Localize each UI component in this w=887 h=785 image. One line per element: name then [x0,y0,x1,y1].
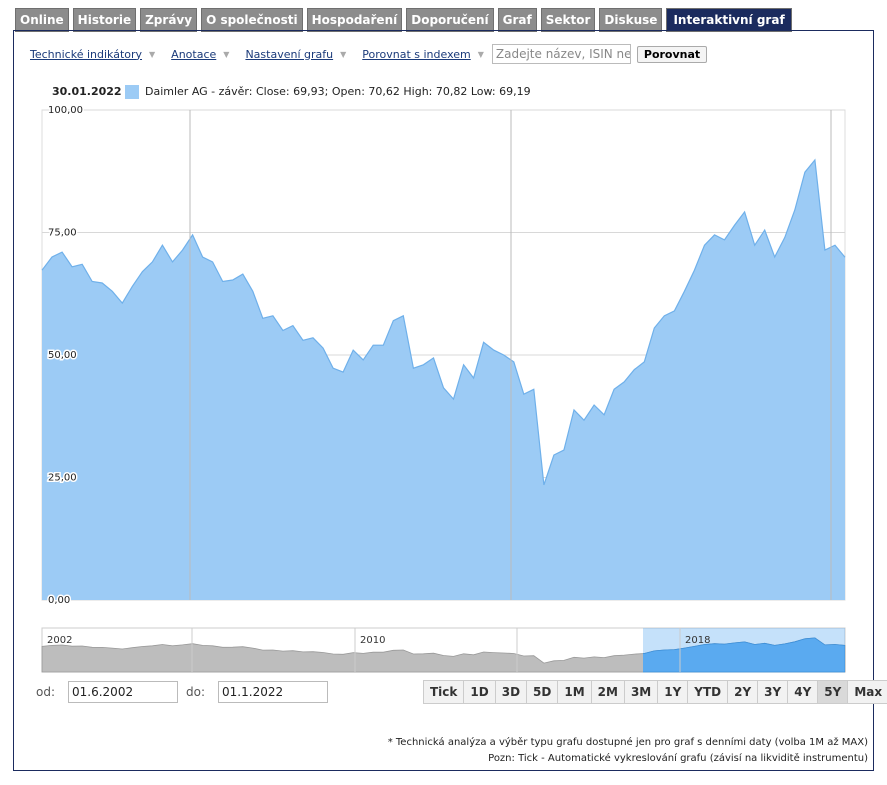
range-button[interactable]: Tick [423,680,465,704]
panel [13,30,874,771]
range-button[interactable]: 5Y [817,680,849,704]
note: * Technická analýza a výběr typu grafu d… [387,737,868,748]
nav-year: 2002 [47,635,72,646]
range-button[interactable]: YTD [687,680,729,704]
nav-year: 2018 [685,635,710,646]
range-button[interactable]: 3Y [757,680,789,704]
nav-year: 2010 [360,635,385,646]
note: Pozn: Tick - Automatické vykreslování gr… [488,753,868,764]
range-button[interactable]: 1M [557,680,592,704]
range-button[interactable]: 2Y [727,680,759,704]
tab[interactable]: Interaktivní graf [666,8,792,32]
tab[interactable]: Graf [497,8,537,32]
tab[interactable]: Historie [72,8,137,32]
range-button[interactable]: 2M [590,680,625,704]
range-button[interactable]: 5D [526,680,559,704]
tab[interactable]: Doporučení [406,8,494,32]
legend-date: 30.01.2022 [52,85,122,98]
range-button[interactable]: 1D [463,680,496,704]
nav-area-selected [643,637,845,673]
toolbar-link[interactable]: Anotace [171,47,217,61]
y-tick-label: 50,00 [48,350,77,361]
compare-button[interactable]: Porovnat [636,45,708,63]
range-button[interactable]: Max [847,680,887,704]
from-label: od: [36,685,56,699]
toolbar-link[interactable]: Porovnat s indexem [362,47,471,61]
toolbar-link[interactable]: Technické indikátory [30,47,143,61]
legend-swatch [125,85,139,99]
legend-label: Daimler AG - závěr: Close: 69,93; Open: … [145,85,531,98]
to-input[interactable]: 01.1.2022 [218,681,329,703]
chart: 30.01.2022 Daimler AG - závěr: Close: 69… [41,85,846,673]
toolbar-link[interactable]: Nastavení grafu [245,47,334,61]
line [41,158,846,486]
area [42,160,845,600]
tab-bar: Online Historie Zprávy O společnosti Hospoda… [15,8,792,32]
search-input[interactable]: Zadejte název, ISIN neb [491,44,631,64]
tab[interactable]: Hospodaření [306,8,403,32]
notes: * Technická analýza a výběr typu grafu d… [388,735,868,767]
range-button[interactable]: 3M [623,680,659,704]
y-tick-label: 100,00 [48,105,83,116]
toolbar: Technické indikátory ▼ Anotace ▼ Nastavení… [30,44,708,64]
from-input[interactable]: 01.6.2002 [68,681,179,703]
range-button[interactable]: 3D [494,680,528,704]
range-buttons: Tick 1D 3D 5D 1M 2M 3M 1Y YTD 2Y 3Y 4Y 5Y Max [423,680,887,704]
tab[interactable]: O společnosti [201,8,303,32]
tab[interactable]: Diskuse [599,8,663,32]
tab[interactable]: Sektor [540,8,596,32]
tab[interactable]: Online [15,8,69,32]
range-button[interactable]: 4Y [787,680,819,704]
tab[interactable]: Zprávy [140,8,198,32]
y-tick-label: 0,00 [48,595,70,606]
to-label: do: [186,685,206,699]
date-range: od: 01.6.2002 do: 01.1.2022 [36,681,336,703]
y-tick-label: 75,00 [48,228,77,239]
range-button[interactable]: 1Y [657,680,689,704]
y-tick-label: 25,00 [48,473,77,484]
